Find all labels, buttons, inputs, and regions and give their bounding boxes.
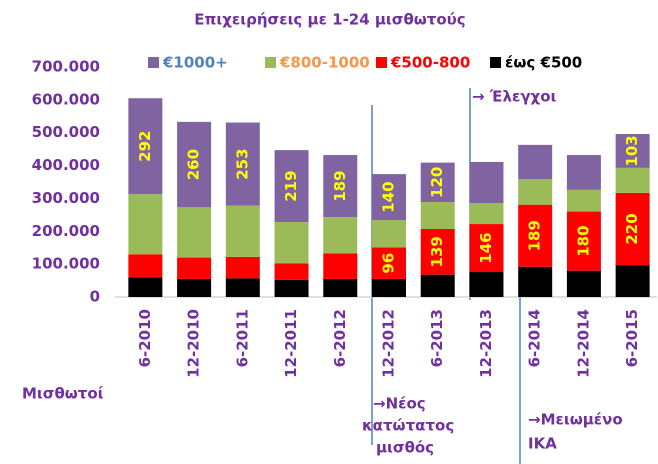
x-tick-label: 6-2010: [136, 309, 154, 367]
bar-segment: [420, 228, 455, 275]
bar-segment: [615, 265, 650, 297]
x-tick-label: 12-2010: [185, 309, 203, 378]
bar-segment: [128, 194, 163, 255]
x-tick-label: 12-2011: [282, 309, 300, 378]
bar-segment: [420, 202, 455, 229]
bar-segment: [225, 122, 260, 206]
x-tick-label: 6-2012: [331, 309, 349, 367]
bar-segment: [225, 278, 260, 297]
y-tick-label: 100.000: [32, 255, 100, 273]
legend-swatch: [265, 57, 276, 68]
y-tick-label: 0: [90, 288, 100, 306]
bar-segment: [372, 247, 406, 279]
data-label: 180: [574, 225, 592, 256]
bar-segment: [225, 205, 260, 257]
bar-segment: [274, 150, 309, 223]
data-label: 96: [380, 253, 398, 274]
bar-segment: [469, 203, 504, 225]
bar-segment: [518, 204, 553, 267]
data-label: 103: [623, 135, 641, 166]
y-tick-label: 300.000: [32, 189, 100, 207]
legend-swatch: [490, 57, 501, 68]
annotation: μισθός: [376, 439, 434, 457]
bar-segment: [615, 192, 650, 266]
bar-segment: [518, 144, 553, 180]
bar-segment: [469, 272, 504, 297]
chart-title: Επιχειρήσεις με 1-24 μισθωτούς: [194, 11, 465, 29]
bar-segment: [177, 257, 212, 279]
bar-segment: [518, 179, 553, 205]
legend-label: €500-800: [390, 54, 470, 72]
annotation: → Έλεγχοι: [472, 88, 557, 106]
legend-swatch: [376, 57, 387, 68]
bar-segment: [615, 134, 650, 168]
annotation: →Μειωμένο: [528, 411, 623, 429]
bar-segment: [566, 270, 601, 297]
bar-segment: [615, 167, 650, 193]
data-label: 220: [623, 213, 641, 244]
y-tick-label: 600.000: [32, 90, 100, 108]
data-label: 146: [477, 232, 495, 263]
bar-segment: [372, 174, 406, 221]
x-axis-label: Μισθωτοί: [22, 385, 104, 403]
bar-segment: [420, 162, 455, 203]
legend-swatch: [148, 57, 159, 68]
bar-segment: [323, 278, 358, 297]
bar-segment: [128, 277, 163, 297]
x-tick-label: 6-2013: [428, 309, 446, 367]
bar-segment: [128, 254, 163, 278]
x-tick-label: 6-2014: [526, 309, 544, 367]
data-label: 292: [136, 131, 154, 162]
data-label: 189: [526, 220, 544, 251]
bar-segment: [566, 155, 601, 190]
data-label: 189: [331, 170, 349, 201]
y-tick-label: 200.000: [32, 222, 100, 240]
annotation: ΙΚΑ: [528, 435, 557, 453]
bar-segment: [274, 263, 309, 280]
data-label: 139: [428, 236, 446, 267]
bar-segment: [177, 207, 212, 258]
data-label: 120: [428, 167, 446, 198]
bar-segment: [323, 155, 358, 218]
bar-segment: [566, 211, 601, 271]
y-tick-label: 700.000: [32, 58, 100, 76]
bar-segment: [323, 253, 358, 279]
bar-segment: [469, 161, 504, 204]
data-label: 253: [233, 148, 251, 179]
bar-segment: [518, 266, 553, 297]
y-tick-label: 400.000: [32, 156, 100, 174]
x-tick-label: 6-2015: [623, 309, 641, 367]
annotation: →Νέος: [373, 395, 426, 413]
data-label: 219: [282, 170, 300, 201]
bar-segment: [177, 121, 212, 208]
x-tick-label: 6-2011: [233, 309, 251, 367]
bar-segment: [372, 220, 406, 248]
bar-segment: [177, 278, 212, 297]
x-tick-label: 12-2014: [574, 309, 592, 378]
y-tick-label: 500.000: [32, 123, 100, 141]
x-tick-label: 12-2013: [477, 309, 495, 378]
bar-segment: [274, 279, 309, 297]
bar-segment: [420, 274, 455, 297]
legend-label: €800-1000: [279, 54, 370, 72]
bar-segment: [469, 224, 504, 273]
annotation: κατώτατος: [362, 417, 454, 435]
bar-segment: [372, 278, 406, 297]
bar-segment: [566, 189, 601, 212]
bar-segment: [128, 98, 163, 195]
legend-label: €1000+: [162, 54, 228, 72]
bar-segment: [225, 256, 260, 279]
x-tick-label: 12-2012: [380, 309, 398, 378]
data-label: 260: [185, 149, 203, 180]
data-label: 140: [380, 181, 398, 212]
legend-label: έως €500: [505, 54, 582, 72]
bar-segment: [274, 222, 309, 264]
bar-segment: [323, 217, 358, 254]
